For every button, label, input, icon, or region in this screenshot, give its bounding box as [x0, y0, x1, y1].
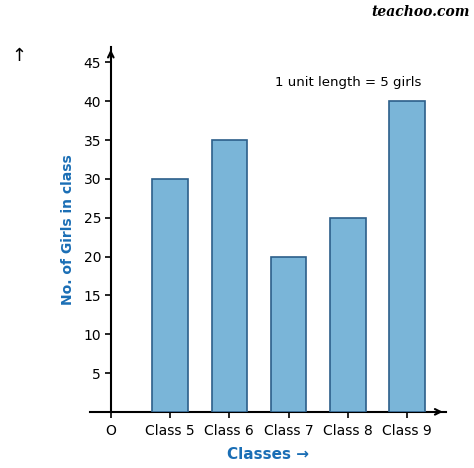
Bar — [330, 218, 365, 412]
Bar — [211, 140, 247, 412]
X-axis label: Classes →: Classes → — [227, 446, 309, 461]
Text: ↑: ↑ — [11, 47, 27, 65]
Text: 1 unit length = 5 girls: 1 unit length = 5 girls — [275, 76, 421, 89]
Bar — [389, 101, 425, 412]
Text: teachoo.com: teachoo.com — [371, 5, 469, 19]
Bar — [152, 179, 188, 412]
Bar — [271, 256, 306, 412]
Y-axis label: No. of Girls in class: No. of Girls in class — [61, 154, 75, 305]
